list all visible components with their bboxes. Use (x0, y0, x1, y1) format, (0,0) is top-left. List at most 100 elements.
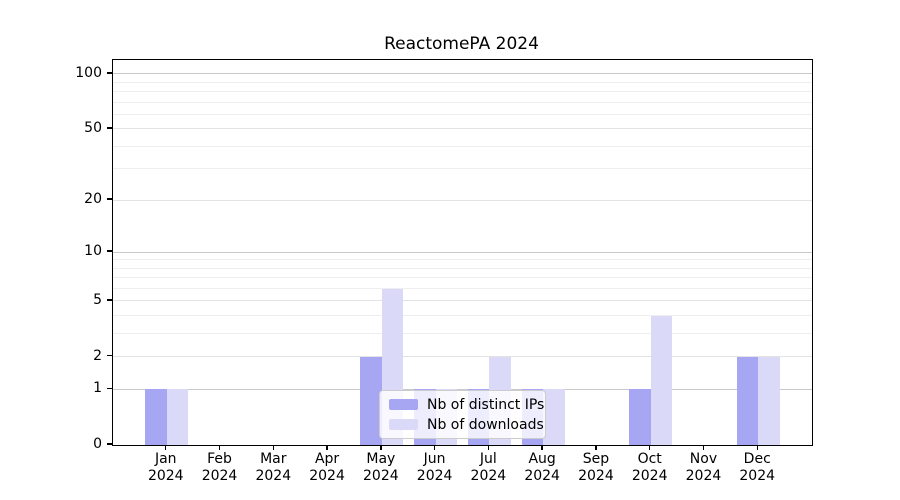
y-axis-tick-label: 0 (93, 436, 102, 452)
gridline (113, 356, 812, 358)
gridline (113, 91, 812, 93)
x-axis-tick-label-line: Sep (582, 451, 610, 467)
y-axis-tick-label: 20 (84, 191, 102, 208)
x-axis-tick-label-line: 2024 (201, 468, 238, 484)
x-axis-tick-label-line: 2024 (255, 468, 292, 484)
chart-title: ReactomePA 2024 (384, 34, 539, 54)
x-tick (433, 445, 436, 450)
gridline (113, 315, 812, 317)
x-axis-tick-label-line: 2024 (685, 468, 722, 484)
gridline (113, 277, 812, 279)
x-axis-tick-label: Feb 2024 (192, 451, 248, 485)
x-axis-tick-label-line: Dec (743, 451, 771, 467)
bar-downloads-jan (166, 389, 189, 445)
gridline (113, 259, 812, 261)
x-axis-tick-label: May 2024 (353, 451, 409, 485)
x-axis-tick-label-line: 2024 (363, 468, 399, 484)
x-axis-tick-label: Nov 2024 (675, 451, 731, 485)
legend: Nb of distinct IPs Nb of downloads (379, 390, 546, 439)
y-axis-tick-label: 5 (93, 291, 102, 308)
x-axis-tick-label-line: Aug (528, 451, 556, 467)
gridline-major (113, 251, 812, 253)
x-tick (595, 445, 597, 450)
legend-label: Nb of distinct IPs (427, 396, 545, 413)
x-axis-tick-label: Apr 2024 (299, 451, 355, 485)
x-axis-tick-label-line: Jun (423, 451, 446, 467)
legend-swatch (389, 419, 418, 430)
x-axis-tick-label-line: Nov (689, 451, 718, 467)
x-tick (218, 445, 221, 450)
x-axis-tick-label: Aug 2024 (514, 451, 570, 485)
bar-downloads-oct (650, 315, 673, 445)
y-axis-tick-label: 10 (84, 243, 102, 260)
x-axis-tick-label: Oct 2024 (622, 451, 678, 485)
x-axis-tick-label-line: Feb (207, 451, 232, 467)
x-axis-tick-label-line: Jul (479, 451, 497, 467)
gridline (113, 81, 812, 83)
legend-swatch (389, 399, 418, 410)
gridline (113, 288, 812, 289)
y-axis-tick-label: 2 (93, 347, 102, 364)
legend-label: Nb of downloads (427, 416, 544, 433)
gridline (113, 145, 812, 147)
x-axis-tick-label-line: 2024 (631, 468, 668, 484)
x-tick (648, 445, 651, 450)
x-axis-tick-label-line: 2024 (578, 468, 614, 484)
x-axis-tick-label-line: Apr (314, 451, 340, 467)
x-axis-tick-label-line: May (366, 451, 396, 467)
x-axis-tick-label: Mar 2024 (245, 451, 301, 485)
x-tick (541, 445, 543, 450)
x-axis-tick-label-line: Mar (260, 451, 287, 467)
y-axis-tick-label: 100 (75, 64, 102, 81)
x-axis-tick-label-line: 2024 (739, 468, 776, 484)
x-axis-tick-label-line: 2024 (147, 468, 184, 484)
legend-item: Nb of downloads (389, 417, 544, 433)
bar-downloads-aug (543, 389, 565, 445)
bar-distinct-ips-may (360, 356, 382, 445)
x-tick (326, 445, 328, 450)
gridline (113, 333, 812, 335)
y-tick (107, 72, 112, 74)
x-axis-tick-label-line: 2024 (309, 468, 345, 484)
x-axis-tick-label: Jul 2024 (460, 451, 516, 485)
y-tick (107, 127, 112, 129)
x-axis-tick-label-line: 2024 (470, 468, 507, 484)
y-tick (107, 250, 112, 252)
gridline (113, 168, 812, 170)
x-tick (702, 445, 705, 450)
y-axis-tick-label: 1 (93, 380, 102, 397)
gridline (113, 128, 812, 130)
x-tick (756, 445, 758, 450)
gridline-major (113, 388, 812, 390)
x-axis-tick-label: Sep 2024 (568, 451, 624, 485)
x-axis-tick-label: Jan 2024 (138, 451, 194, 485)
x-tick (165, 445, 167, 450)
x-axis-tick-label: Dec 2024 (729, 451, 785, 485)
y-tick (107, 443, 112, 445)
x-axis-tick-label-line: 2024 (524, 468, 560, 484)
x-tick (272, 445, 274, 450)
y-axis-tick-label: 50 (84, 119, 102, 136)
x-tick (487, 445, 490, 450)
y-tick (107, 198, 112, 200)
y-tick (107, 299, 112, 301)
bar-distinct-ips-oct (629, 389, 651, 445)
x-tick (380, 445, 382, 450)
plot-area: Nb of distinct IPs Nb of downloads (112, 59, 813, 446)
y-tick (107, 387, 112, 389)
gridline (113, 101, 812, 103)
y-tick (107, 354, 112, 357)
gridline (113, 300, 812, 302)
bar-distinct-ips-dec (736, 356, 759, 445)
x-axis-tick-label-line: Jan (154, 451, 177, 467)
x-axis-tick-label-line: 2024 (416, 468, 453, 484)
gridline-major (113, 73, 812, 75)
gridline (113, 199, 812, 201)
legend-item: Nb of distinct IPs (389, 397, 544, 413)
x-axis-tick-label: Jun 2024 (407, 451, 463, 485)
bar-downloads-dec (758, 356, 780, 445)
x-axis-tick-label-line: Oct (637, 451, 662, 467)
gridline (113, 267, 812, 269)
gridline (113, 113, 812, 115)
